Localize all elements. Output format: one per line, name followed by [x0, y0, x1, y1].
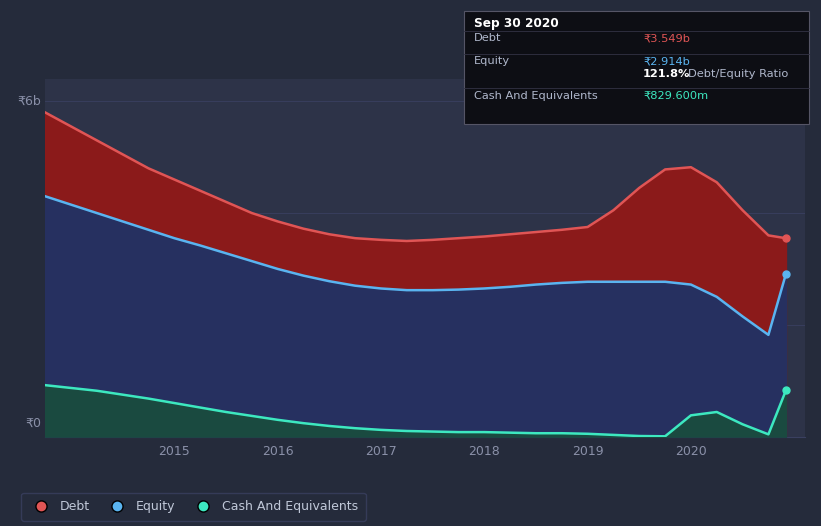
- Text: Equity: Equity: [474, 56, 510, 66]
- Text: ₹3.549b: ₹3.549b: [643, 33, 690, 43]
- Text: Cash And Equivalents: Cash And Equivalents: [474, 91, 598, 101]
- Text: ₹2.914b: ₹2.914b: [643, 56, 690, 66]
- Text: Debt: Debt: [474, 33, 501, 43]
- Text: Debt/Equity Ratio: Debt/Equity Ratio: [688, 69, 789, 79]
- Legend: Debt, Equity, Cash And Equivalents: Debt, Equity, Cash And Equivalents: [21, 493, 365, 521]
- Text: ₹6b: ₹6b: [17, 95, 41, 108]
- Text: 121.8%: 121.8%: [643, 69, 690, 79]
- Text: Sep 30 2020: Sep 30 2020: [474, 17, 558, 30]
- Text: ₹829.600m: ₹829.600m: [643, 91, 709, 101]
- Text: ₹0: ₹0: [25, 417, 41, 429]
